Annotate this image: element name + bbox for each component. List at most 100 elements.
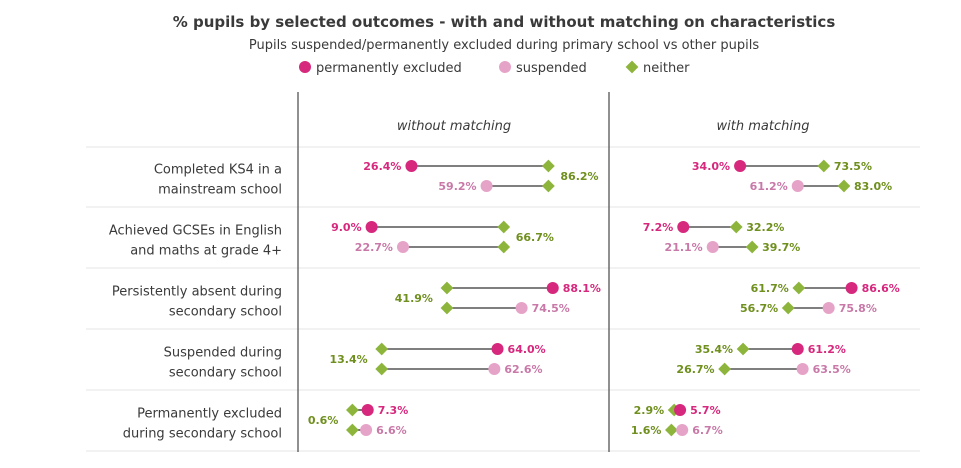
legend-neither-label: neither (643, 61, 690, 76)
permanently-excluded-value-label: 61.2% (808, 343, 846, 356)
neither-marker (837, 179, 851, 193)
permanently-excluded-value-label: 7.3% (378, 404, 409, 417)
legend-suspended-label: suspended (516, 61, 587, 76)
suspended-marker (488, 363, 501, 375)
permanently-excluded-value-label: 5.7% (690, 404, 721, 417)
legend: permanently excluded suspended neither (299, 60, 690, 76)
category-label: Permanently excluded (137, 407, 282, 422)
suspended-value-label: 74.5% (532, 302, 570, 315)
category-label: Achieved GCSEs in English (109, 224, 282, 239)
suspended-marker (791, 180, 804, 192)
neither-value-label: 73.5% (834, 160, 872, 173)
neither-value-label: 1.6% (631, 424, 662, 437)
permanently-excluded-value-label: 26.4% (363, 160, 401, 173)
neither-value-label: 56.7% (740, 302, 778, 315)
suspended-value-label: 6.7% (692, 424, 723, 437)
neither-value-label: 35.4% (695, 343, 733, 356)
neither-value-label: 86.2% (560, 170, 598, 183)
neither-marker (736, 342, 750, 356)
suspended-marker (396, 241, 409, 253)
panel-without-matching: without matching 26.4% 59.2% 86.2% 9.0% 22.7%… (308, 119, 601, 437)
neither-value-label: 32.2% (746, 221, 784, 234)
neither-marker (375, 362, 389, 376)
permanently-excluded-value-label: 88.1% (563, 282, 601, 295)
neither-value-label: 0.6% (308, 414, 339, 427)
neither-marker (781, 301, 795, 315)
neither-marker (745, 240, 759, 254)
neither-value-label: 41.9% (395, 292, 433, 305)
permanently-excluded-marker (546, 282, 559, 294)
category-label: secondary school (169, 305, 282, 320)
permanently-excluded-marker (845, 282, 858, 294)
neither-marker (542, 179, 555, 193)
category-label: during secondary school (123, 427, 282, 442)
neither-value-label: 61.7% (751, 282, 789, 295)
suspended-marker (676, 424, 689, 436)
suspended-marker (515, 302, 528, 314)
permanently-excluded-value-label: 7.2% (643, 221, 674, 234)
neither-marker (440, 281, 454, 295)
suspended-value-label: 61.2% (750, 180, 788, 193)
permanently-excluded-marker (677, 221, 690, 233)
neither-value-label: 83.0% (854, 180, 892, 193)
suspended-value-label: 59.2% (438, 180, 476, 193)
panels: without matching 26.4% 59.2% 86.2% 9.0% 22.7%… (308, 119, 900, 437)
neither-value-label: 39.7% (762, 241, 800, 254)
suspended-marker (360, 424, 373, 436)
permanently-excluded-marker (674, 404, 687, 416)
neither-value-label: 2.9% (634, 404, 665, 417)
suspended-value-label: 62.6% (504, 363, 542, 376)
legend-neither-marker (625, 60, 639, 74)
panel-title: without matching (397, 119, 511, 134)
permanently-excluded-marker (405, 160, 418, 172)
neither-marker (346, 423, 359, 437)
neither-value-label: 13.4% (330, 353, 368, 366)
category-label: Completed KS4 in a (154, 163, 282, 178)
suspended-marker (706, 241, 719, 253)
permanently-excluded-marker (491, 343, 504, 355)
suspended-marker (822, 302, 835, 314)
category-label: Persistently absent during (112, 285, 282, 300)
neither-value-label: 66.7% (516, 231, 554, 244)
neither-marker (729, 220, 743, 234)
neither-marker (542, 159, 555, 173)
suspended-value-label: 75.8% (839, 302, 877, 315)
permanently-excluded-marker (361, 404, 374, 416)
category-label: Suspended during (164, 346, 282, 361)
suspended-value-label: 63.5% (813, 363, 851, 376)
permanently-excluded-value-label: 64.0% (508, 343, 546, 356)
neither-value-label: 26.7% (676, 363, 714, 376)
neither-marker (817, 159, 831, 173)
category-label: and maths at grade 4+ (130, 244, 282, 259)
suspended-value-label: 21.1% (665, 241, 703, 254)
chart-title: % pupils by selected outcomes - with and… (173, 13, 836, 31)
chart-subtitle: Pupils suspended/permanently excluded du… (249, 38, 759, 53)
neither-marker (346, 403, 359, 417)
permanently-excluded-value-label: 34.0% (692, 160, 730, 173)
neither-marker (665, 423, 678, 437)
category-label: secondary school (169, 366, 282, 381)
legend-suspended-marker (499, 61, 511, 73)
category-label: mainstream school (158, 183, 282, 198)
legend-permanently-excluded-label: permanently excluded (316, 61, 462, 76)
suspended-marker (796, 363, 809, 375)
row-dividers (86, 92, 920, 452)
permanently-excluded-value-label: 86.6% (862, 282, 900, 295)
neither-marker (792, 281, 806, 295)
permanently-excluded-marker (734, 160, 747, 172)
panel-with-matching: with matching 34.0% 61.2% 73.5% 83.0% 7.2% 21.… (631, 119, 900, 437)
suspended-value-label: 22.7% (355, 241, 393, 254)
neither-marker (375, 342, 389, 356)
panel-title: with matching (717, 119, 810, 134)
neither-marker (497, 240, 511, 254)
neither-marker (440, 301, 454, 315)
neither-marker (718, 362, 731, 376)
permanently-excluded-marker (365, 221, 378, 233)
permanently-excluded-marker (791, 343, 804, 355)
legend-permanently-excluded-marker (299, 61, 311, 73)
category-labels: Completed KS4 in a mainstream school Achie… (109, 163, 282, 442)
suspended-value-label: 6.6% (376, 424, 407, 437)
permanently-excluded-value-label: 9.0% (331, 221, 362, 234)
neither-marker (497, 220, 511, 234)
